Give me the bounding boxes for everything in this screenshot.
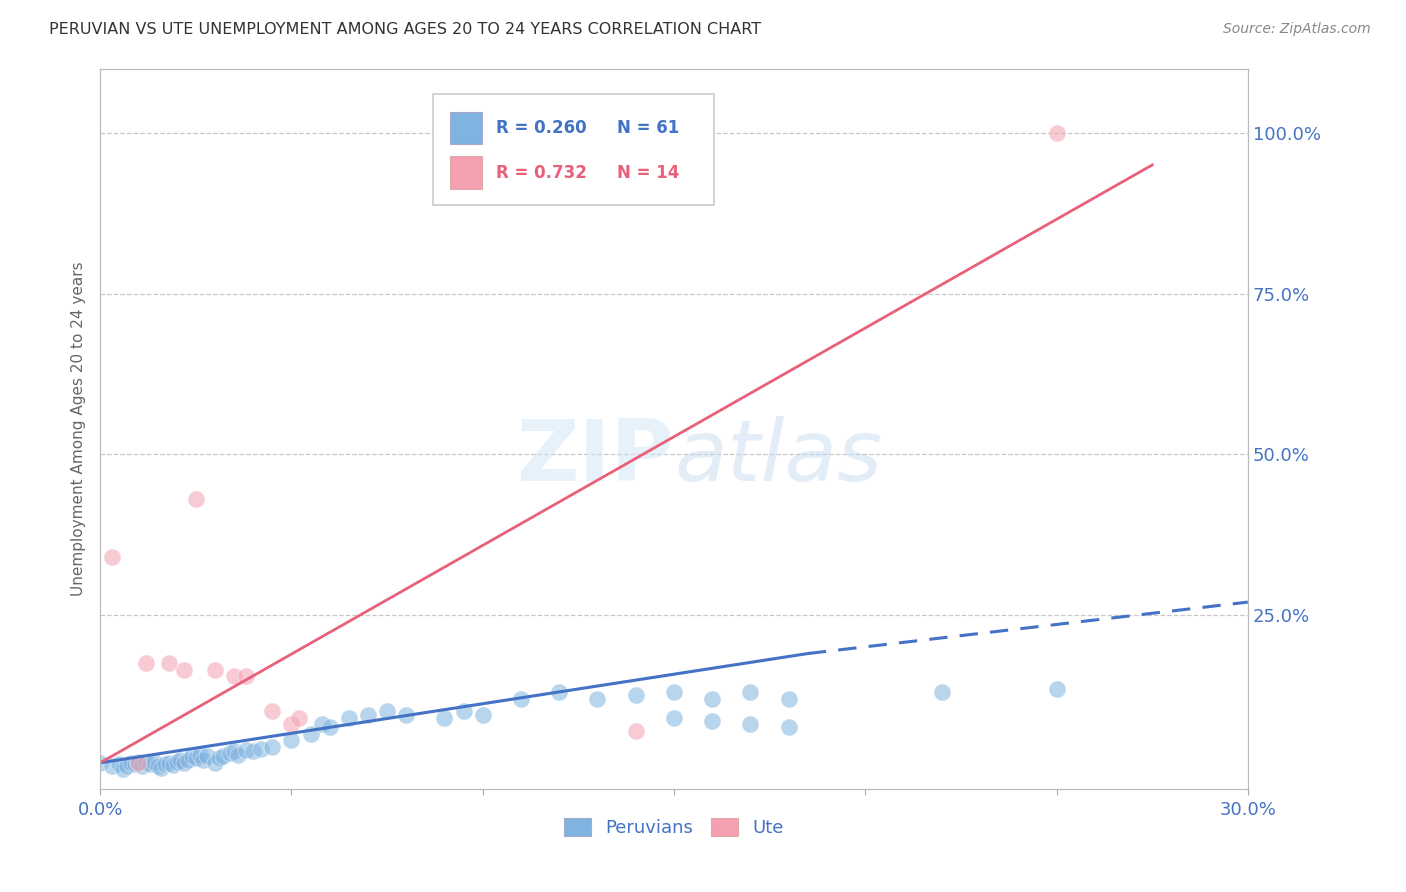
Point — [662, 711, 685, 725]
Point — [219, 746, 242, 760]
Point — [127, 756, 149, 770]
Point — [204, 756, 226, 770]
Point — [142, 755, 165, 769]
Point — [135, 656, 157, 670]
Point — [395, 707, 418, 722]
Point — [173, 663, 195, 677]
Point — [357, 707, 380, 722]
Point — [188, 748, 211, 763]
Point — [222, 744, 245, 758]
Point — [624, 689, 647, 703]
Point — [157, 656, 180, 670]
Point — [124, 757, 146, 772]
Point — [211, 749, 233, 764]
Point — [166, 755, 188, 769]
Point — [184, 750, 207, 764]
Point — [139, 757, 162, 772]
Point — [249, 741, 271, 756]
Point — [89, 756, 111, 770]
Point — [1045, 681, 1067, 696]
Point — [299, 727, 322, 741]
Text: R = 0.260: R = 0.260 — [496, 119, 586, 136]
Legend: Peruvians, Ute: Peruvians, Ute — [557, 811, 792, 845]
Point — [204, 663, 226, 677]
Point — [100, 550, 122, 565]
Point — [235, 669, 257, 683]
Point — [226, 748, 249, 763]
Point — [208, 750, 231, 764]
Point — [177, 753, 200, 767]
Point — [662, 685, 685, 699]
Y-axis label: Unemployment Among Ages 20 to 24 years: Unemployment Among Ages 20 to 24 years — [72, 261, 86, 596]
Point — [112, 762, 135, 776]
Text: N = 61: N = 61 — [617, 119, 679, 136]
Text: PERUVIAN VS UTE UNEMPLOYMENT AMONG AGES 20 TO 24 YEARS CORRELATION CHART: PERUVIAN VS UTE UNEMPLOYMENT AMONG AGES … — [49, 22, 761, 37]
Point — [150, 761, 173, 775]
Text: Source: ZipAtlas.com: Source: ZipAtlas.com — [1223, 22, 1371, 37]
Point — [115, 759, 138, 773]
Point — [262, 739, 284, 754]
Point — [146, 759, 169, 773]
Point — [108, 757, 131, 772]
Point — [318, 721, 340, 735]
Point — [169, 753, 191, 767]
Point — [173, 756, 195, 770]
Point — [453, 705, 475, 719]
Point — [740, 717, 762, 731]
FancyBboxPatch shape — [450, 112, 482, 145]
FancyBboxPatch shape — [450, 156, 482, 189]
Point — [280, 733, 302, 747]
Text: ZIP: ZIP — [516, 416, 673, 499]
Point — [778, 721, 800, 735]
Point — [1045, 126, 1067, 140]
Point — [471, 707, 494, 722]
Point — [510, 691, 533, 706]
Point — [184, 492, 207, 507]
Point — [193, 753, 215, 767]
Point — [778, 691, 800, 706]
Point — [337, 711, 360, 725]
Point — [120, 756, 142, 770]
Point — [181, 749, 204, 764]
Point — [433, 711, 456, 725]
Point — [280, 717, 302, 731]
Point — [235, 743, 257, 757]
Text: R = 0.732: R = 0.732 — [496, 163, 586, 182]
Point — [548, 685, 571, 699]
Point — [702, 691, 724, 706]
Point — [375, 705, 398, 719]
Point — [127, 755, 149, 769]
Point — [153, 757, 176, 772]
Point — [100, 759, 122, 773]
Point — [586, 691, 609, 706]
Point — [740, 685, 762, 699]
Point — [931, 685, 953, 699]
Point — [288, 711, 311, 725]
Point — [242, 744, 264, 758]
Point — [311, 717, 333, 731]
Point — [195, 749, 218, 764]
Point — [702, 714, 724, 728]
Point — [131, 759, 153, 773]
Text: N = 14: N = 14 — [617, 163, 679, 182]
Point — [135, 756, 157, 770]
FancyBboxPatch shape — [433, 94, 714, 205]
Text: atlas: atlas — [673, 416, 882, 499]
Point — [222, 669, 245, 683]
Point — [162, 758, 184, 772]
Point — [157, 756, 180, 770]
Point — [262, 705, 284, 719]
Point — [624, 723, 647, 738]
